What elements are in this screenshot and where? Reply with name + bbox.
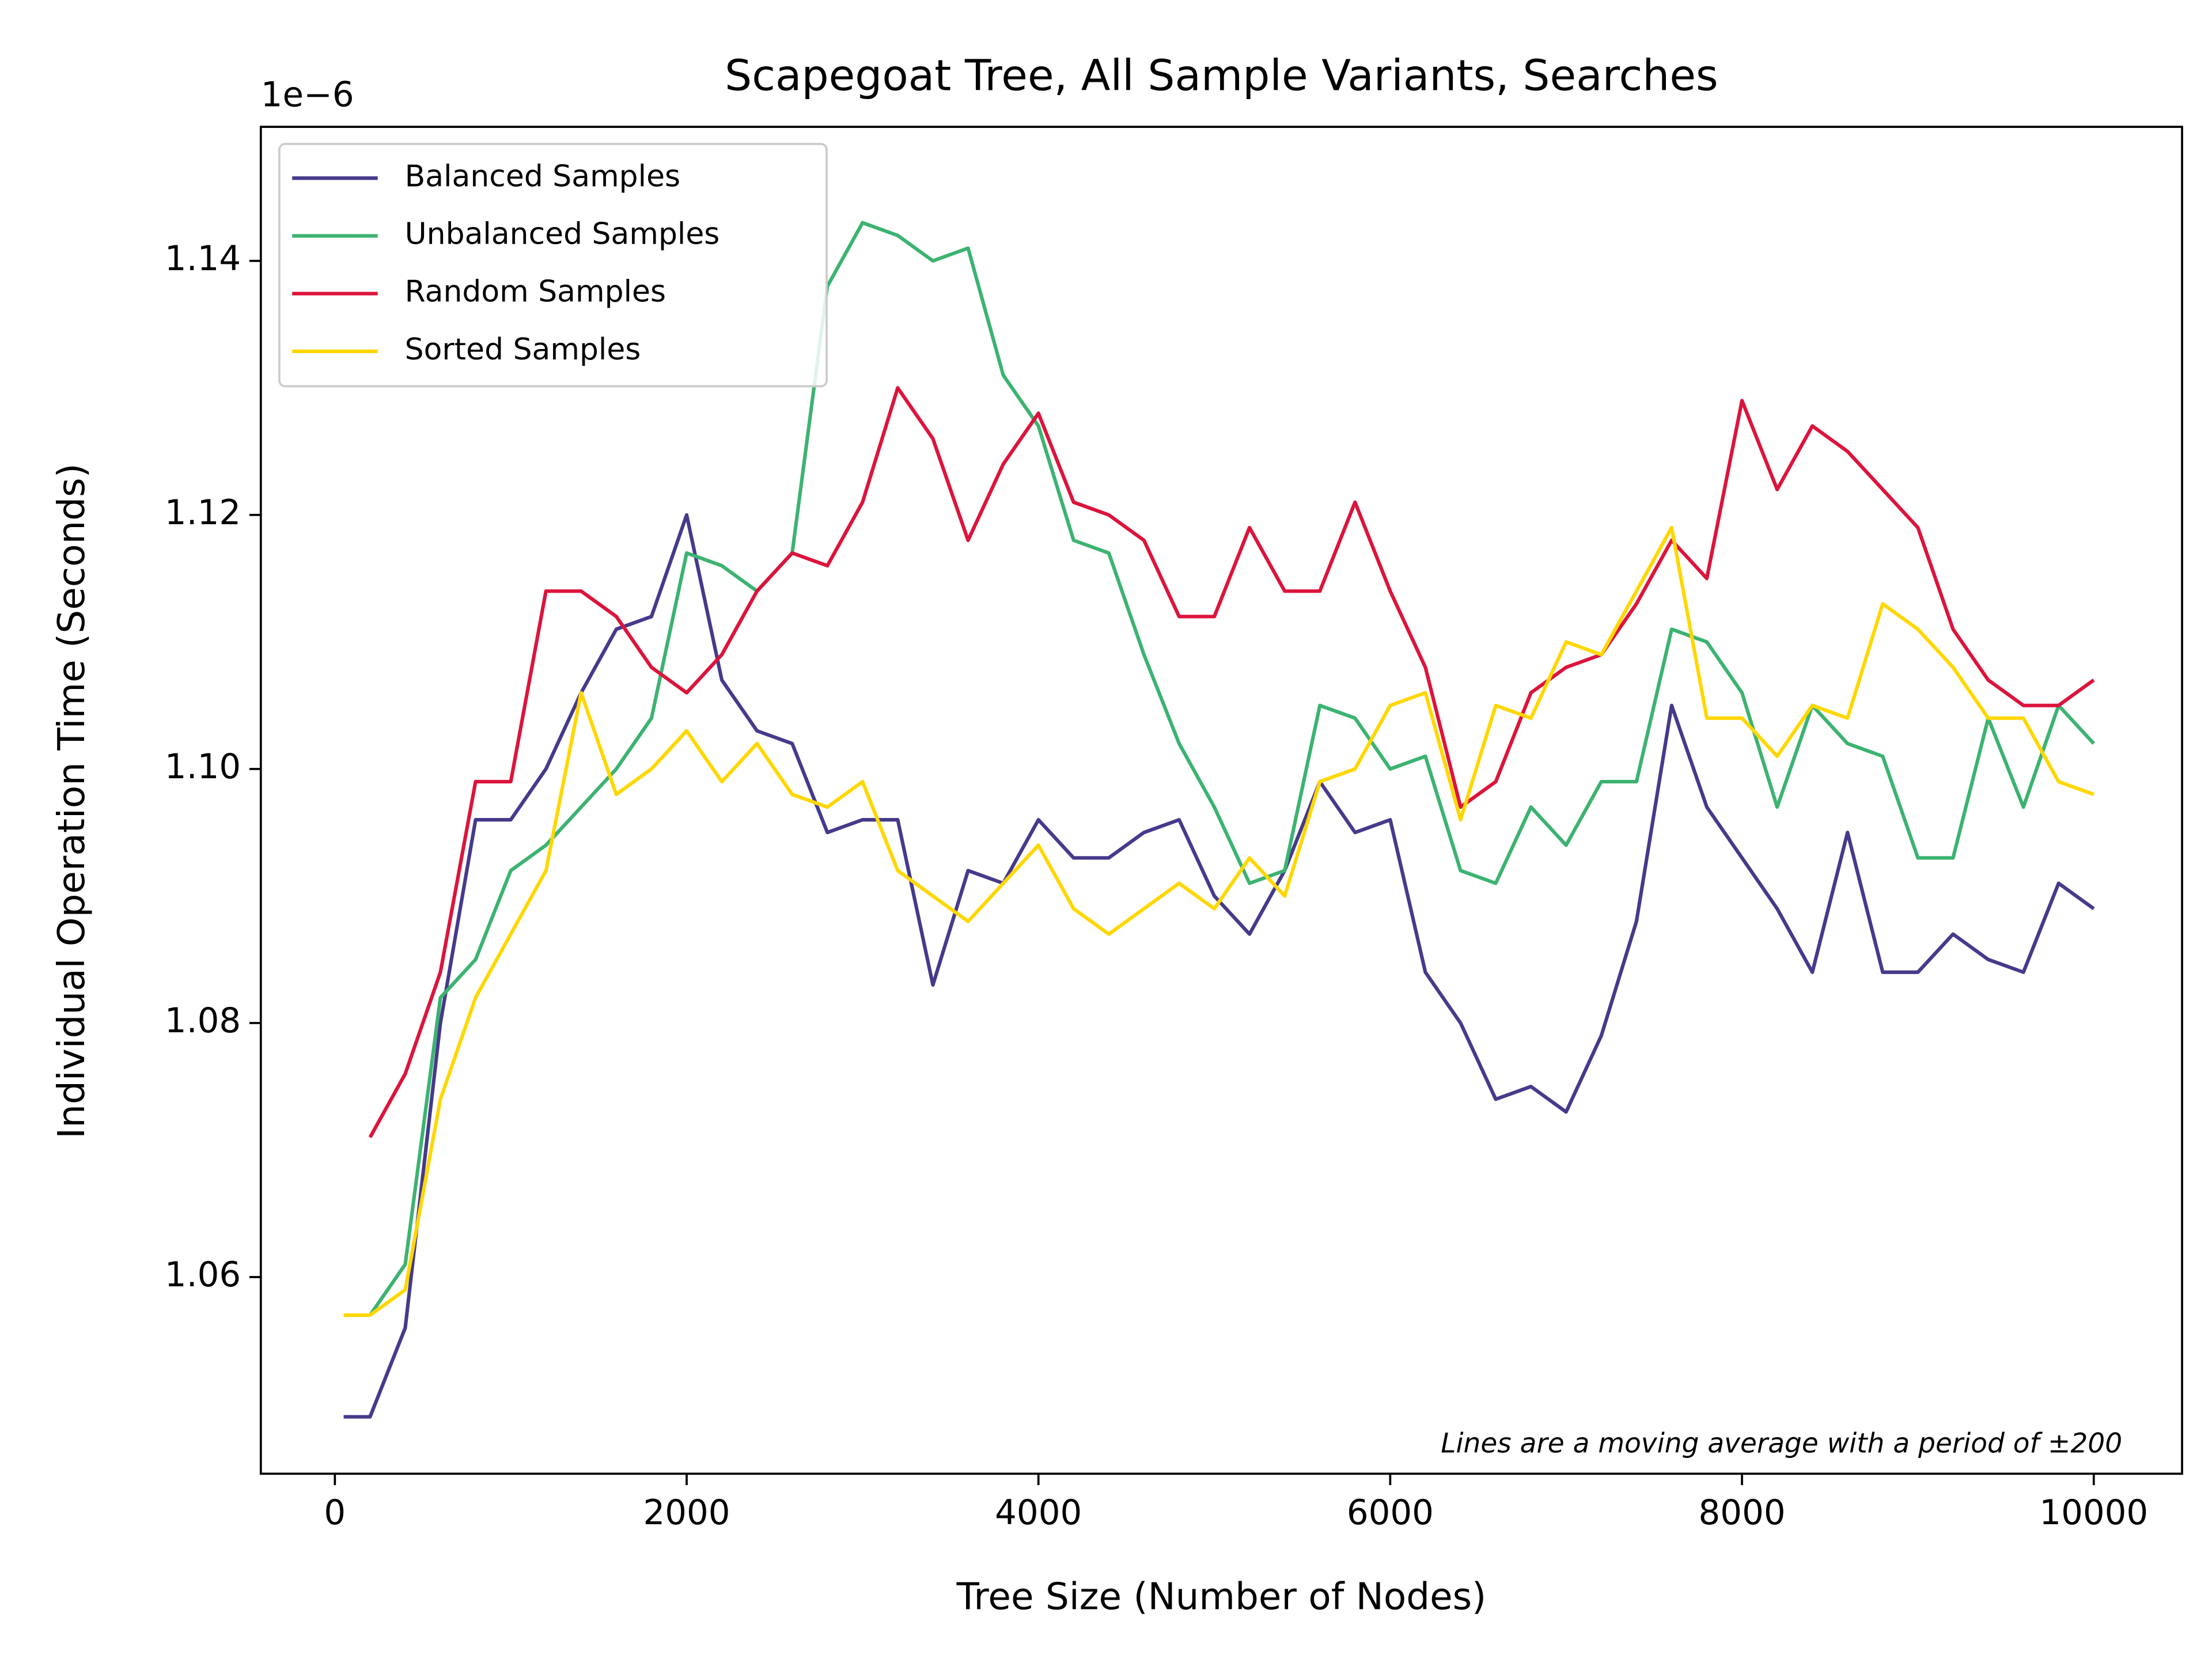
x-tick-label: 0 [324,1493,346,1533]
y-tick-label: 1.10 [165,747,241,787]
y-tick-label: 1.14 [165,239,241,279]
x-axis-label: Tree Size (Number of Nodes) [956,1575,1487,1619]
y-tick-label: 1.08 [165,1001,241,1041]
legend: Balanced Samples Unbalanced Samples Random… [278,143,828,388]
legend-label: Random Samples [405,275,666,309]
series-line [368,386,2095,1138]
x-tick-label: 4000 [995,1493,1082,1533]
chart-title: Scapegoat Tree, All Sample Variants, Sea… [725,51,1718,101]
legend-label: Sorted Samples [405,332,641,367]
legend-box [278,143,828,388]
series-line [343,513,2095,1419]
x-tick-label: 8000 [1699,1493,1786,1533]
x-tick-label: 2000 [643,1493,730,1533]
legend-label: Unbalanced Samples [405,217,720,251]
y-tick-label: 1.06 [165,1255,241,1295]
legend-label: Balanced Samples [405,159,680,194]
series-line [343,525,2094,1317]
y-offset-label: 1e−6 [261,75,354,115]
y-axis-label: Individual Operation Time (Seconds) [50,463,93,1138]
plot-frame [259,126,2183,1475]
annotation: Lines are a moving average with a period… [1441,1427,2122,1459]
x-tick-label: 10000 [2039,1493,2148,1533]
series-line [368,221,2096,1316]
x-tick-label: 6000 [1347,1493,1434,1533]
y-tick-label: 1.12 [165,493,241,533]
